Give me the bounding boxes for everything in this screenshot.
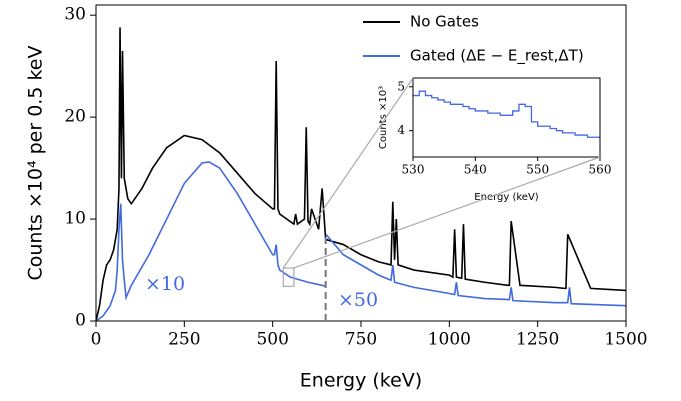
zoom-box bbox=[282, 267, 295, 287]
y-tick-label: 0 bbox=[75, 311, 86, 331]
legend-label: No Gates bbox=[410, 13, 479, 31]
x-tick-label: 1250 bbox=[516, 330, 559, 350]
series-line bbox=[413, 90, 600, 140]
x-tick-label: 250 bbox=[168, 330, 200, 350]
x-tick-label: 560 bbox=[589, 163, 612, 177]
y-tick-label: 10 bbox=[64, 209, 86, 229]
plot-area bbox=[413, 90, 600, 140]
x-tick-label: 1000 bbox=[428, 330, 471, 350]
series-line bbox=[96, 27, 626, 321]
x-axis-label: Energy (keV) bbox=[300, 370, 422, 392]
x-tick-label: 1500 bbox=[604, 330, 647, 350]
x-tick-label: 530 bbox=[402, 163, 425, 177]
x-tick-label: 540 bbox=[464, 163, 487, 177]
zoom-connector bbox=[293, 156, 601, 269]
legend-label: Gated (ΔE − E_rest,ΔT) bbox=[410, 47, 584, 66]
y-tick-label: 30 bbox=[64, 5, 86, 25]
x-tick-label: 0 bbox=[91, 330, 102, 350]
y-axis-label: Counts ×10⁴ per 0.5 keV bbox=[25, 46, 47, 281]
x-tick-label: 750 bbox=[345, 330, 377, 350]
x-axis-label: Energy (keV) bbox=[474, 192, 539, 203]
y-tick-label: 4 bbox=[397, 123, 405, 137]
y-axis-label: Counts ×10³ bbox=[378, 86, 389, 149]
zoom-connector bbox=[282, 77, 414, 269]
series-line bbox=[96, 161, 626, 321]
plot-area bbox=[96, 27, 626, 321]
x-tick-label: 550 bbox=[526, 163, 549, 177]
y-tick-label: 5 bbox=[397, 79, 405, 93]
x-tick-label: 500 bbox=[256, 330, 288, 350]
annotation: ×50 bbox=[338, 289, 378, 311]
axes-frame bbox=[412, 77, 601, 158]
inset-background bbox=[413, 78, 600, 157]
y-tick-label: 20 bbox=[64, 107, 86, 127]
annotation: ×10 bbox=[145, 273, 185, 295]
